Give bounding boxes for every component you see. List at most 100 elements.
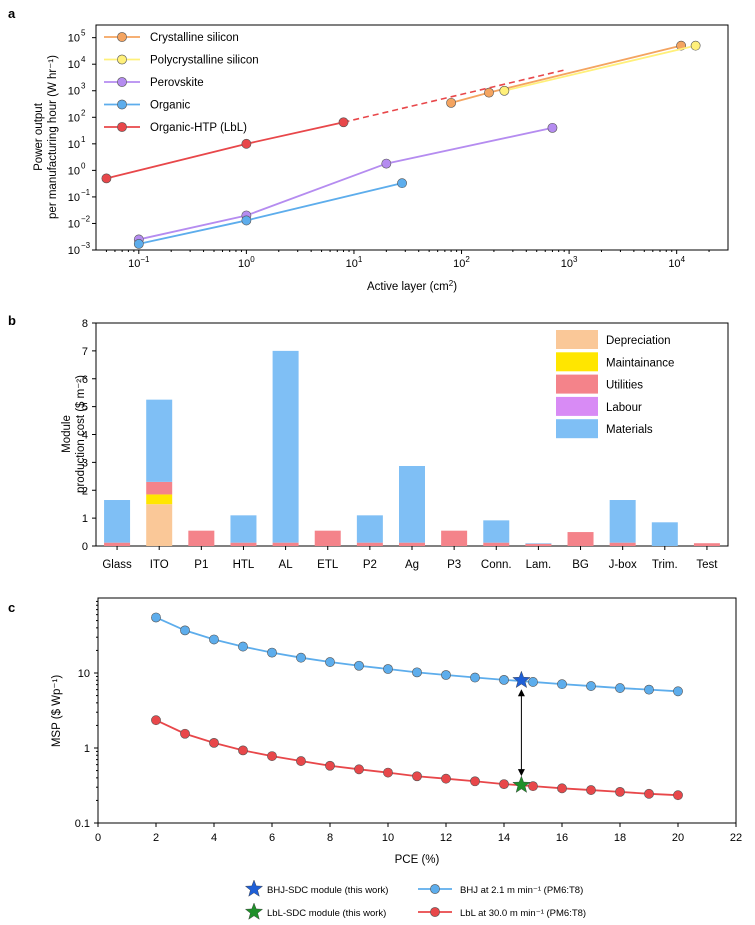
b-xtick-label: P1 bbox=[194, 559, 208, 571]
a-series-point bbox=[133, 238, 144, 249]
b-bar-segment bbox=[272, 350, 299, 543]
b-legend-swatch bbox=[556, 419, 598, 439]
c-xtick-label: 10 bbox=[382, 832, 394, 844]
c-series-point bbox=[470, 776, 480, 787]
b-bar-segment bbox=[651, 522, 678, 546]
panel-label-b: b bbox=[8, 313, 16, 328]
c-xtick-label: 8 bbox=[327, 832, 333, 844]
c-series-point bbox=[151, 715, 161, 726]
panel-c-xlabel: PCE (%) bbox=[395, 854, 440, 866]
c-xtick-label: 12 bbox=[440, 832, 452, 844]
b-xtick-label: Glass bbox=[102, 559, 132, 571]
panel-c-frame bbox=[97, 597, 737, 824]
a-legend-marker bbox=[117, 54, 127, 65]
c-xtick-label: 0 bbox=[95, 832, 101, 844]
b-ytick-label: 7 bbox=[82, 346, 88, 358]
a-ytick-label: 10 bbox=[68, 86, 80, 98]
c-series-point bbox=[267, 647, 277, 658]
c-series-point bbox=[238, 745, 248, 756]
a-ytick-label: 10 bbox=[68, 245, 80, 257]
c-series-point bbox=[354, 660, 364, 671]
b-bar-segment bbox=[483, 520, 510, 543]
c-series-point bbox=[354, 764, 364, 775]
c-star-marker bbox=[512, 670, 531, 689]
b-bar-segment bbox=[483, 542, 510, 546]
c-arrow-head-up bbox=[517, 689, 525, 697]
b-ytick-label: 0 bbox=[82, 541, 88, 553]
c-series-point bbox=[267, 751, 277, 761]
b-legend-label: Maintainance bbox=[606, 357, 674, 369]
b-bar-segment bbox=[146, 494, 173, 505]
b-ytick-label: 2 bbox=[82, 485, 88, 497]
a-legend-marker bbox=[117, 32, 127, 42]
b-bar-segment bbox=[104, 542, 131, 546]
c-series-line bbox=[155, 719, 679, 797]
a-series-point bbox=[101, 173, 112, 184]
b-bar-segment bbox=[230, 515, 257, 543]
b-xtick-label: P2 bbox=[363, 559, 377, 571]
a-legend-label: Crystalline silicon bbox=[150, 32, 239, 44]
a-series-point bbox=[446, 97, 457, 108]
b-legend-swatch bbox=[556, 352, 598, 372]
b-xtick-label: J-box bbox=[609, 559, 637, 571]
b-bar-segment bbox=[314, 530, 341, 546]
c-series-point bbox=[412, 667, 422, 678]
c-series-point bbox=[151, 612, 161, 623]
a-ytick-exp: 5 bbox=[81, 29, 86, 38]
b-bar-segment bbox=[399, 542, 425, 546]
b-bar-segment bbox=[146, 481, 173, 495]
c-series-point bbox=[615, 683, 625, 693]
a-ytick-exp: 1 bbox=[81, 135, 86, 144]
c-series-point bbox=[470, 672, 480, 683]
a-ytick-exp: −3 bbox=[81, 241, 91, 250]
a-xtick-label: 10−1 bbox=[128, 255, 150, 270]
c-series-point bbox=[615, 786, 625, 797]
c-series-point bbox=[180, 728, 190, 739]
b-xtick-label: P3 bbox=[447, 559, 461, 571]
a-ytick-label: 10 bbox=[68, 139, 80, 151]
b-xtick-label: ETL bbox=[317, 559, 339, 571]
b-ytick-label: 6 bbox=[82, 374, 88, 386]
b-legend-label: Utilities bbox=[606, 380, 643, 392]
panel-a-ylabel-line2: per manufacturing hour (W hr⁻¹) bbox=[47, 55, 59, 219]
b-xtick-label: Lam. bbox=[526, 559, 552, 571]
a-xtick-label: 101 bbox=[346, 255, 363, 270]
b-bar-segment bbox=[104, 500, 131, 543]
b-bar-segment bbox=[272, 542, 299, 546]
a-series-line bbox=[138, 126, 553, 241]
a-ytick-label: 10 bbox=[68, 59, 80, 71]
b-xtick-label: Ag bbox=[405, 559, 419, 571]
c-series-point bbox=[586, 785, 596, 795]
c-arrow-head-down bbox=[517, 769, 525, 777]
c-series-point bbox=[441, 773, 451, 784]
panel-b-ylabel-line2: production cost ($ m⁻²) bbox=[75, 375, 87, 493]
a-series-point bbox=[241, 215, 252, 226]
c-series-point bbox=[383, 664, 393, 674]
b-bar-segment bbox=[399, 465, 425, 543]
c-series-line bbox=[155, 616, 679, 693]
c-legend-star bbox=[244, 879, 264, 897]
c-series-point bbox=[441, 670, 451, 680]
c-legend-marker bbox=[430, 884, 440, 894]
c-series-point bbox=[209, 737, 219, 748]
panel-b-ylabel-line1: Module bbox=[61, 415, 73, 453]
c-series-point bbox=[644, 788, 654, 799]
c-series-point bbox=[209, 634, 219, 645]
c-series-point bbox=[296, 652, 306, 663]
b-bar-segment bbox=[188, 530, 215, 546]
a-series-point bbox=[381, 158, 392, 169]
b-xtick-label: ITO bbox=[150, 559, 169, 571]
a-ytick-exp: −2 bbox=[81, 214, 91, 223]
c-ytick-label: 0.1 bbox=[75, 818, 90, 830]
c-series-point bbox=[296, 756, 306, 766]
b-bar-segment bbox=[146, 504, 173, 546]
b-xtick-label: HTL bbox=[233, 559, 255, 571]
c-xtick-label: 16 bbox=[556, 832, 568, 844]
c-series-point bbox=[673, 790, 683, 801]
a-legend-marker bbox=[117, 122, 127, 132]
b-bar-segment bbox=[525, 543, 552, 544]
c-series-point bbox=[499, 674, 509, 685]
c-series-point bbox=[586, 681, 596, 691]
